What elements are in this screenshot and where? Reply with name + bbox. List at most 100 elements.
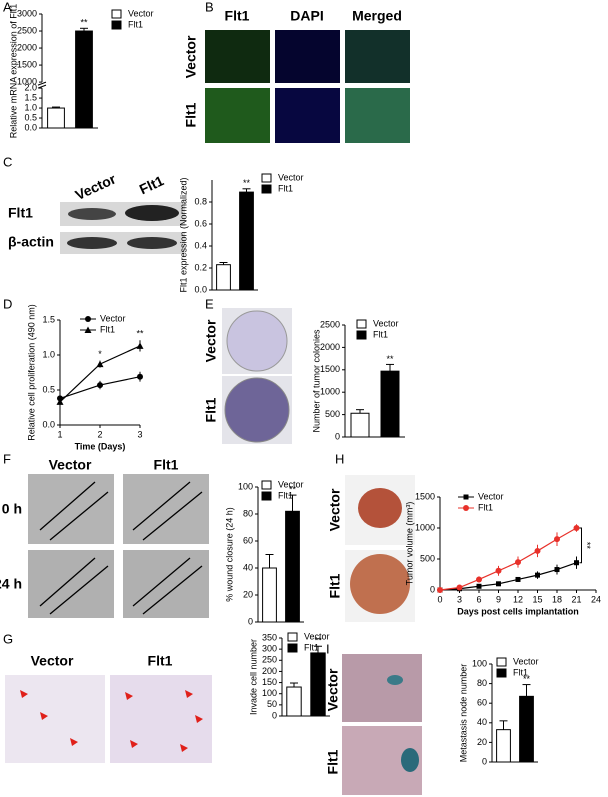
y-tick-label: 0.8 [194, 196, 207, 206]
image [205, 30, 270, 83]
point [136, 342, 144, 349]
y-tick-label: 20 [243, 589, 253, 599]
axis-break [38, 82, 46, 89]
bar [380, 370, 400, 438]
bar [310, 652, 326, 717]
y-tick-label: 150 [262, 677, 277, 687]
node [401, 748, 419, 772]
panel-b-images: Flt1 DAPI Merged Vector Flt1 [183, 8, 410, 143]
y-tick-label: 100 [262, 688, 277, 698]
row-label: 24 h [0, 576, 22, 592]
x-tick-label: 21 [571, 594, 581, 604]
y-tick-label: 0.6 [194, 218, 207, 228]
panel-g-images: Vector Flt1 [5, 653, 212, 763]
image [123, 474, 209, 544]
panel-label: A [3, 0, 12, 14]
y-tick-label: 0.5 [24, 112, 37, 122]
bar [519, 695, 534, 763]
y-tick-label: 1.5 [24, 92, 37, 102]
y-axis-label: Tumor volume (mm³) [404, 502, 414, 586]
y-tick-label: 2000 [17, 42, 37, 52]
significance: ** [314, 636, 322, 646]
legend-swatch [356, 330, 367, 340]
point [554, 536, 560, 543]
column-label: Flt1 [154, 457, 179, 473]
y-tick-label: 100 [472, 658, 487, 668]
significance: ** [386, 354, 394, 364]
point [573, 525, 580, 531]
legend-marker [463, 505, 469, 511]
panel-h-images: Vector Flt1 [327, 475, 415, 622]
legend-swatch [261, 491, 272, 501]
point [456, 584, 463, 591]
panel-label: H [335, 451, 344, 466]
y-tick-label: 2.0 [24, 82, 37, 92]
y-tick-label: 0 [335, 431, 340, 441]
x-tick-label: 15 [532, 594, 542, 604]
legend-label: Vector [278, 172, 304, 182]
y-tick-label: 0.0 [194, 284, 207, 294]
row-label: Vector [203, 319, 219, 362]
bar [47, 107, 65, 129]
image [110, 675, 212, 763]
point [535, 572, 540, 578]
wound-lines [39, 481, 203, 615]
bar [350, 412, 370, 438]
y-tick-label: 1500 [415, 491, 435, 501]
x-axis-label: Days post cells implantation [457, 606, 579, 616]
y-tick-label: 50 [267, 699, 277, 709]
y-axis-label: Relative cell proliferation (490 nm) [26, 304, 36, 441]
legend-label: Vector [373, 318, 399, 328]
image [275, 30, 340, 83]
legend-label: Vector [304, 631, 330, 641]
row-label: Flt1 [203, 397, 219, 422]
band [68, 208, 116, 220]
y-tick-label: 0.0 [42, 419, 55, 429]
y-tick-label: 500 [325, 409, 340, 419]
row-label: Vector [327, 488, 343, 531]
x-tick-label: 3 [457, 594, 462, 604]
y-tick-label: 350 [262, 632, 277, 642]
x-axis-label: Time (Days) [75, 441, 126, 451]
panel-label: D [3, 296, 12, 311]
legend-label: Vector [100, 313, 126, 323]
y-tick-label: 1500 [320, 364, 340, 374]
y-tick-label: 2500 [320, 319, 340, 329]
panel-f-images: Vector Flt1 0 h 24 h [0, 457, 209, 618]
panel-label: E [205, 296, 214, 311]
column-label: Flt1 [148, 653, 173, 669]
image [5, 675, 105, 763]
band [67, 237, 117, 249]
legend-swatch [287, 643, 298, 653]
point [476, 576, 482, 583]
significance: ** [523, 674, 531, 684]
panel-label: G [3, 631, 13, 646]
point [495, 567, 502, 574]
row-label: Flt1 [325, 749, 341, 774]
y-tick-label: 40 [477, 717, 487, 727]
panel-label: C [3, 154, 12, 169]
y-axis-label: Relative mRNA expression of Flt1 [8, 4, 18, 139]
tumor [350, 554, 410, 614]
panel-i-images: Vector Flt1 [325, 654, 422, 795]
x-tick-label: 6 [476, 594, 481, 604]
y-tick-label: 100 [238, 481, 253, 491]
panel-label: B [205, 0, 214, 14]
plate [226, 310, 288, 372]
y-tick-label: 0.2 [194, 262, 207, 272]
legend-label: Flt1 [100, 324, 115, 334]
bar [262, 567, 277, 623]
y-tick-label: 1500 [17, 59, 37, 69]
y-tick-label: 1.5 [42, 314, 55, 324]
point [96, 360, 104, 368]
x-tick-label: 18 [552, 594, 562, 604]
column-label: Vector [31, 653, 74, 669]
row-label: Vector [183, 35, 199, 78]
y-tick-label: 0 [430, 584, 435, 594]
y-tick-label: 2500 [17, 25, 37, 35]
y-tick-label: 60 [243, 535, 253, 545]
x-tick-label: 9 [496, 594, 501, 604]
y-tick-label: 0 [248, 616, 253, 626]
series-line [439, 562, 577, 591]
column-label: Vector [73, 170, 119, 203]
